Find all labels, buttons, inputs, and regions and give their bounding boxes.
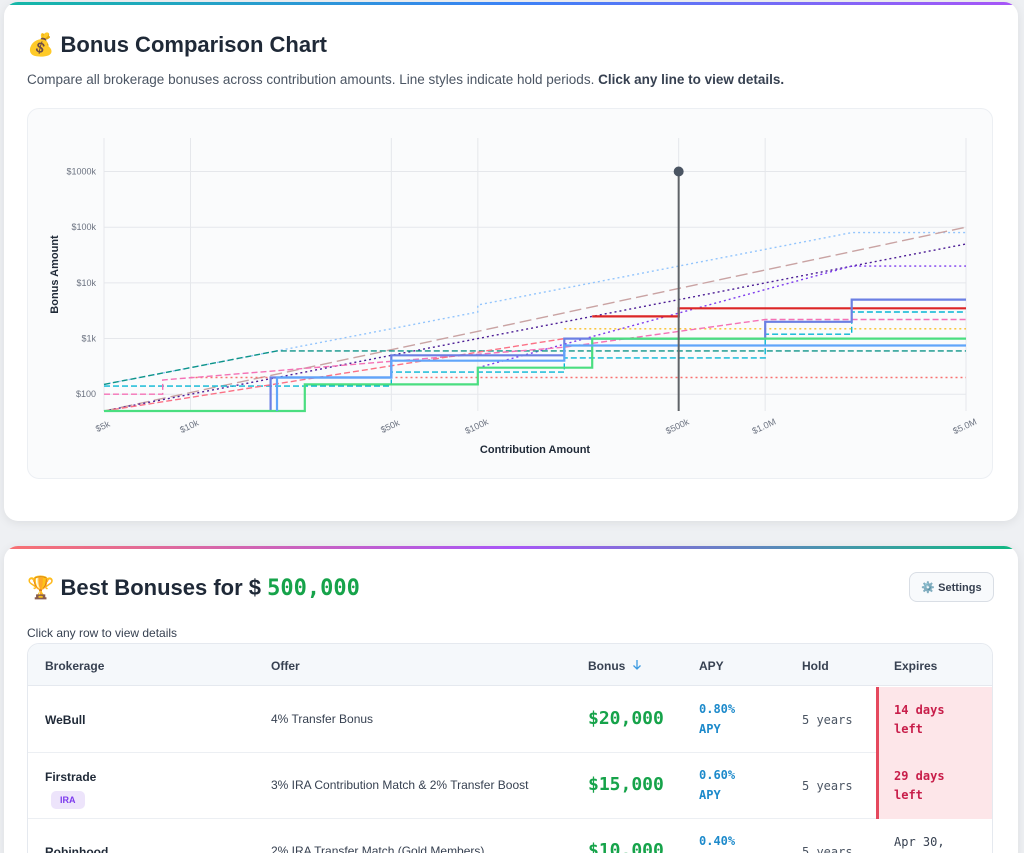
hint: Click any row to view details xyxy=(27,626,178,640)
series-line[interactable] xyxy=(275,344,966,412)
bonus: $15,000 xyxy=(588,774,664,795)
column-header[interactable]: Bonus xyxy=(588,659,626,673)
apy: 0.60% APY xyxy=(699,768,736,802)
y-axis-title: Bonus Amount xyxy=(49,235,61,314)
y-tick-label: $1k xyxy=(81,334,96,344)
expires: Apr 30, xyxy=(894,835,945,849)
best-card: 🏆 Best Bonuses for $ 500,000 ⚙️ Settings… xyxy=(4,546,1018,853)
brokerage: WeBull xyxy=(45,713,86,727)
series-line[interactable] xyxy=(104,318,966,395)
expires-cell: 29 days left xyxy=(876,753,992,819)
offer: 4% Transfer Bonus xyxy=(271,712,374,726)
x-tick-label: $5k xyxy=(94,418,112,433)
settings-button[interactable]: ⚙️ Settings xyxy=(909,572,994,602)
series-line[interactable] xyxy=(103,231,966,386)
series-line[interactable] xyxy=(104,337,966,413)
card-title: 🏆 Best Bonuses for $ 500,000 xyxy=(27,575,360,601)
table-row[interactable]: Robinhood 2% IRA Transfer Match (Gold Mem… xyxy=(28,819,992,853)
series-line[interactable] xyxy=(103,243,967,412)
series-line[interactable] xyxy=(103,226,967,412)
apy: 0.80% APY xyxy=(699,702,736,736)
brokerage: Robinhood xyxy=(45,845,109,853)
expires-cell: 14 days left xyxy=(876,687,992,753)
y-tick-label: $100k xyxy=(71,222,96,232)
marker-dot xyxy=(673,166,684,177)
brokerage: Firstrade xyxy=(45,770,97,784)
table-row[interactable]: WeBull 4% Transfer Bonus $20,000 0.80% APY 5… xyxy=(28,687,992,753)
y-tick-label: $100 xyxy=(76,389,96,399)
series-line[interactable] xyxy=(104,311,966,387)
chart-panel: $100 $1k $10k $100k $1000k $5k $10k $50k $100k $5… xyxy=(27,108,993,479)
series-line[interactable] xyxy=(477,265,966,369)
y-tick-label: $10k xyxy=(76,278,96,288)
column-header: Expires xyxy=(894,659,938,673)
bonus: $10,000 xyxy=(588,840,664,853)
card-title: 💰 Bonus Comparison Chart xyxy=(27,32,327,57)
hold-period: 5 years xyxy=(802,713,853,727)
series-line[interactable] xyxy=(103,337,565,412)
expires-cell: Apr 30, xyxy=(876,819,992,853)
apy: 0.40% xyxy=(699,834,736,848)
account-tag: IRA xyxy=(51,791,85,809)
x-tick-label: $500k xyxy=(664,416,691,436)
table-row[interactable]: Firstrade IRA 3% IRA Contribution Match & … xyxy=(28,753,992,819)
hold-period: 5 years xyxy=(802,845,853,853)
hold-period: 5 years xyxy=(802,779,853,793)
chart: $100 $1k $10k $100k $1000k $5k $10k $50k $100k $5… xyxy=(49,138,978,456)
expires: 29 days left xyxy=(894,769,945,802)
offer: 3% IRA Contribution Match & 2% Transfer … xyxy=(271,778,529,792)
x-tick-label: $1.0M xyxy=(750,416,777,436)
column-header: Hold xyxy=(802,659,829,673)
column-header: Offer xyxy=(271,659,300,673)
column-header: APY xyxy=(699,659,724,673)
table: Brokerage Offer Bonus APY Hold Expires WeBull… xyxy=(27,643,993,853)
sort-icon xyxy=(633,660,641,670)
series-line[interactable] xyxy=(103,350,966,386)
x-tick-label: $5.0M xyxy=(951,416,978,436)
series-line[interactable] xyxy=(592,307,966,318)
title-text: 🏆 Best Bonuses for $ xyxy=(27,575,261,600)
description-text: Compare all brokerage bonuses across con… xyxy=(27,72,595,87)
column-header: Brokerage xyxy=(45,659,105,673)
x-tick-label: $10k xyxy=(178,417,200,435)
x-axis-title: Contribution Amount xyxy=(480,444,591,456)
expires: 14 days left xyxy=(894,703,945,736)
accent-bar xyxy=(4,2,1018,5)
chart-card: 💰 Bonus Comparison Chart Compare all bro… xyxy=(4,2,1018,521)
accent-bar xyxy=(4,546,1018,549)
x-tick-label: $50k xyxy=(379,417,401,435)
amount: 500,000 xyxy=(267,576,360,601)
table-header: Brokerage Offer Bonus APY Hold Expires xyxy=(28,644,992,686)
offer: 2% IRA Transfer Match (Gold Members) xyxy=(271,844,485,853)
y-tick-label: $1000k xyxy=(66,167,96,177)
bonus: $20,000 xyxy=(588,708,664,729)
description: Compare all brokerage bonuses across con… xyxy=(27,72,784,87)
x-tick-label: $100k xyxy=(463,416,490,436)
description-bold: Click any line to view details. xyxy=(598,72,785,87)
